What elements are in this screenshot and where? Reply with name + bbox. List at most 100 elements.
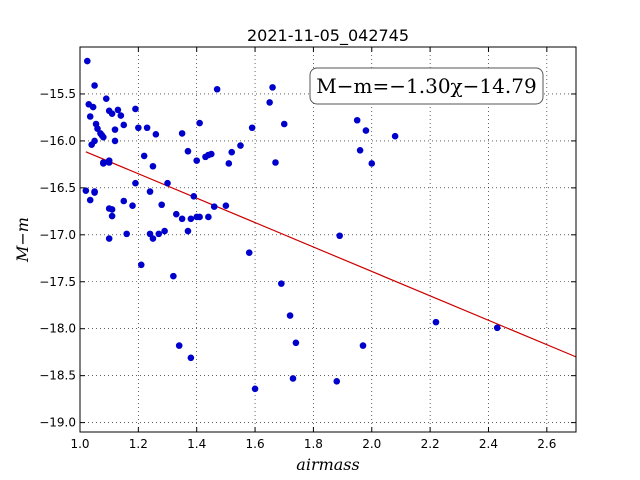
data-point	[289, 375, 297, 382]
data-point	[132, 105, 139, 113]
data-point	[359, 342, 367, 349]
data-point	[105, 157, 113, 164]
data-point	[82, 187, 90, 194]
data-point	[111, 126, 119, 133]
data-point	[117, 112, 125, 119]
data-point	[184, 147, 192, 155]
data-point	[158, 201, 165, 209]
data-point	[114, 106, 122, 114]
data-point	[193, 157, 201, 164]
data-point	[196, 213, 203, 221]
data-point	[129, 202, 136, 209]
y-tick-label: −17.5	[39, 275, 76, 289]
y-tick-label: −17.0	[39, 228, 76, 242]
data-point	[248, 124, 256, 132]
data-point	[292, 339, 300, 347]
data-point	[272, 159, 279, 166]
x-tick-label: 1.6	[246, 437, 265, 451]
data-point	[266, 99, 273, 106]
data-point	[146, 188, 154, 195]
data-point	[123, 230, 130, 238]
data-point	[91, 188, 98, 195]
data-point	[175, 342, 183, 349]
data-point	[187, 354, 195, 362]
x-tick-label: 1.0	[70, 437, 89, 451]
x-tick-label: 1.8	[304, 437, 323, 451]
data-point	[391, 132, 399, 140]
data-point	[91, 82, 98, 89]
data-point	[178, 215, 186, 223]
data-point	[102, 95, 110, 102]
data-point	[172, 210, 180, 218]
data-point	[196, 119, 203, 127]
data-point	[100, 160, 107, 167]
x-tick-label: 2.4	[479, 437, 498, 451]
y-tick-label: −19.0	[39, 416, 76, 430]
data-point	[137, 261, 145, 269]
data-point	[135, 124, 142, 132]
x-axis-label: airmass	[296, 455, 359, 474]
fit-equation-frame	[309, 67, 544, 105]
y-tick-label: −16.0	[39, 134, 76, 148]
fit-equation-box: M−m=−1.30χ−14.79	[309, 67, 544, 105]
fit-line	[85, 151, 577, 358]
data-point	[108, 212, 116, 220]
data-point	[170, 272, 177, 280]
data-point	[356, 146, 364, 154]
x-tick-label: 2.0	[362, 437, 381, 451]
data-point	[280, 120, 288, 128]
data-point	[353, 116, 361, 124]
data-point	[120, 121, 128, 129]
fit-line-layer	[85, 151, 577, 358]
data-point	[228, 148, 236, 156]
data-point	[140, 152, 148, 160]
data-point	[493, 324, 501, 332]
data-point	[432, 318, 440, 326]
data-point	[368, 160, 376, 167]
x-tick-label: 1.2	[129, 437, 148, 451]
data-point	[205, 213, 212, 221]
data-point	[149, 162, 157, 170]
data-points	[82, 57, 501, 393]
data-point	[132, 179, 139, 187]
x-tick-label: 1.4	[187, 437, 206, 451]
data-point	[251, 385, 259, 393]
data-point	[83, 57, 91, 65]
y-axis-label: M−m	[13, 217, 32, 263]
data-point	[108, 206, 116, 213]
data-point	[143, 124, 151, 132]
chart-title: 2021-11-05_042745	[247, 26, 409, 46]
y-tick-label: −16.5	[39, 181, 76, 195]
data-point	[225, 160, 233, 167]
fit-equation-text: M−m=−1.30χ−14.79	[316, 74, 536, 98]
data-point	[286, 312, 294, 319]
data-point	[187, 215, 195, 223]
y-axis-ticks: −15.5 −16.0 −16.5 −17.0 −17.5 −18.0 −18.5 −19.0	[39, 87, 576, 430]
data-point	[213, 85, 221, 93]
data-point	[222, 202, 230, 209]
data-point	[100, 133, 107, 141]
data-point	[120, 197, 128, 205]
data-point	[269, 84, 276, 91]
data-point	[164, 179, 171, 187]
data-point	[149, 235, 157, 242]
data-point	[190, 193, 198, 200]
x-tick-label: 2.2	[421, 437, 440, 451]
data-point	[91, 137, 98, 145]
data-point	[152, 131, 160, 138]
x-axis-ticks: 1.0 1.2 1.4 1.6 1.8 2.0 2.2 2.4 2.6	[70, 47, 556, 451]
data-point	[333, 377, 341, 385]
y-tick-label: −18.5	[39, 369, 76, 383]
data-point	[105, 235, 113, 242]
data-point	[245, 249, 253, 256]
plot-area-frame	[79, 46, 577, 433]
x-tick-label: 2.6	[537, 437, 556, 451]
y-tick-label: −15.5	[39, 87, 76, 101]
data-point	[86, 196, 94, 204]
data-point	[207, 150, 215, 158]
data-point	[89, 103, 97, 111]
data-point	[336, 232, 343, 240]
data-point	[278, 280, 285, 287]
data-point	[111, 137, 119, 145]
